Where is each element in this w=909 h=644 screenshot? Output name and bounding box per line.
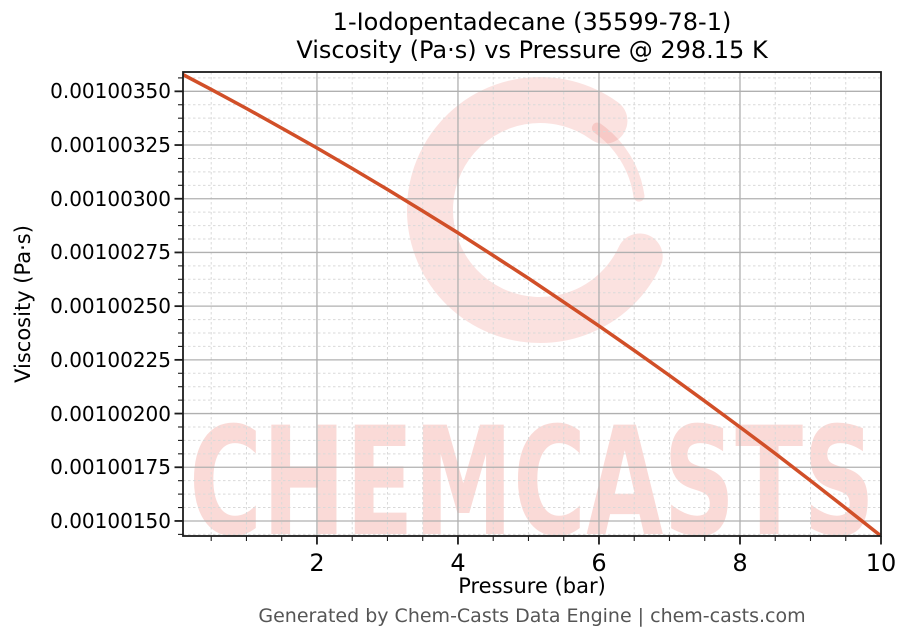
x-tick-label: 2 (309, 549, 325, 577)
watermark-logo-flick (591, 122, 645, 202)
y-tick-label: 0.00100175 (50, 455, 171, 480)
x-tick-label: 4 (450, 549, 466, 577)
watermark-text: CHEMCASTS (189, 396, 875, 570)
y-tick-label: 0.00100275 (50, 240, 171, 265)
y-tick-label: 0.00100350 (50, 79, 171, 104)
x-tick-label: 8 (732, 549, 748, 577)
y-tick-label: 0.00100225 (50, 347, 171, 372)
x-tick-label: 6 (591, 549, 607, 577)
y-tick-label: 0.00100250 (50, 294, 171, 319)
y-tick-label: 0.00100200 (50, 401, 171, 426)
chart-title-line2: Viscosity (Pa·s) vs Pressure @ 298.15 K (296, 36, 768, 64)
viscosity-curve (183, 72, 881, 536)
watermark-group: CHEMCASTS (189, 77, 875, 570)
chart-title-line1: 1-Iodopentadecane (35599-78-1) (332, 8, 732, 36)
axes-spines (182, 71, 882, 537)
x-axis-label: Pressure (bar) (458, 574, 606, 598)
watermark-logo-ring (407, 77, 673, 343)
y-tick-label: 0.00100325 (50, 133, 171, 158)
x-tick-label: 10 (865, 549, 897, 577)
y-tick-label: 0.00100300 (50, 186, 171, 211)
y-tick-label: 0.00100150 (50, 508, 171, 533)
footer-credit: Generated by Chem-Casts Data Engine | ch… (258, 605, 806, 627)
